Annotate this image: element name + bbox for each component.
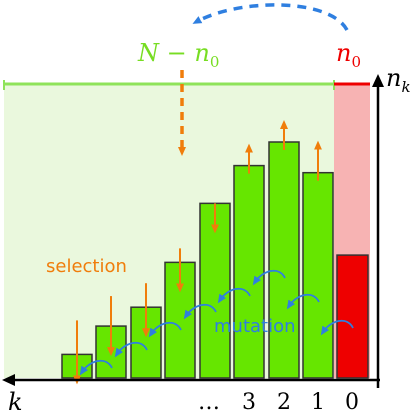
- x-tick-1: 1: [311, 390, 325, 415]
- x-tick-ellipsis: …: [198, 390, 220, 415]
- label-selection: selection: [46, 256, 127, 277]
- mutation-arrow-0: [79, 359, 113, 376]
- label-n0: n0: [336, 39, 361, 71]
- label-N-minus-n0: N − n0: [137, 39, 219, 71]
- mutation-arrow-7: [320, 319, 354, 336]
- bar-6: [268, 141, 300, 379]
- bar-4: [199, 202, 231, 379]
- mutation-arrows: [79, 269, 354, 376]
- x-tick-0: 0: [345, 390, 359, 415]
- x-tick-3: 3: [242, 390, 256, 415]
- reinsertion-arrow: [192, 3, 349, 31]
- mutation-arrow-4: [217, 287, 251, 304]
- mutation-arrow-1: [114, 341, 148, 358]
- mutation-arrow-5: [252, 269, 286, 286]
- label-mutation: mutation: [214, 316, 296, 337]
- mutation-arrow-6: [286, 293, 320, 310]
- bar-5: [233, 164, 265, 379]
- mutation-arrow-3: [183, 303, 217, 320]
- n0-bar: [336, 254, 369, 379]
- mutation-arrow-2: [148, 321, 182, 338]
- label-k: k: [8, 388, 23, 416]
- x-tick-2: 2: [277, 390, 291, 415]
- bar-7: [302, 171, 334, 379]
- selection-arrows: [73, 120, 322, 385]
- label-nk: nk: [386, 64, 411, 96]
